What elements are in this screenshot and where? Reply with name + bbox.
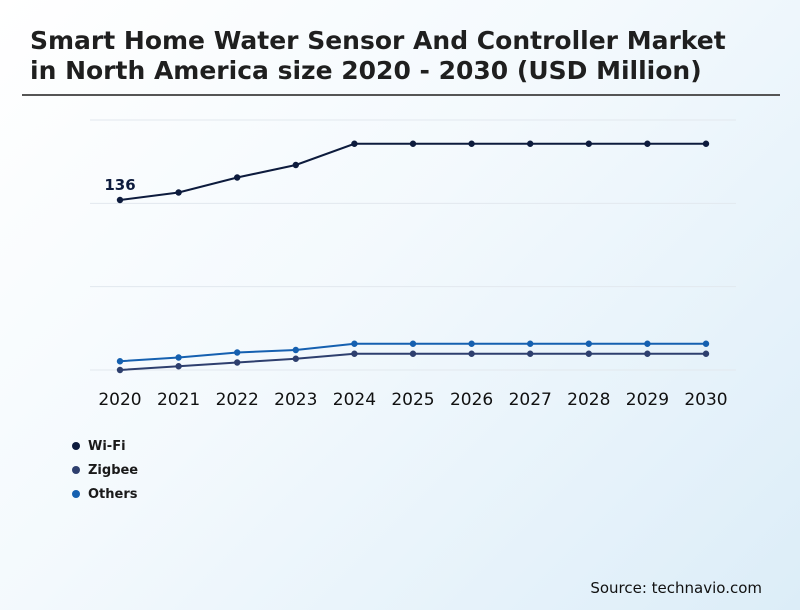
x-tick-label: 2024	[333, 390, 376, 410]
legend-marker-wifi	[72, 442, 80, 450]
data-point-others	[351, 340, 358, 347]
data-point-zigbee	[644, 350, 651, 357]
data-point-others	[116, 358, 124, 365]
x-tick-label: 2027	[509, 390, 552, 410]
data-point-zigbee	[234, 359, 241, 366]
data-point-zigbee	[116, 366, 124, 374]
title-divider	[22, 94, 780, 96]
data-point-wi-fi	[468, 140, 475, 147]
data-point-wi-fi	[585, 140, 592, 147]
legend: Wi-Fi Zigbee Others	[72, 434, 138, 506]
data-points	[116, 140, 710, 374]
x-tick-label: 2020	[98, 390, 141, 410]
legend-item-zigbee[interactable]: Zigbee	[72, 458, 138, 482]
data-point-zigbee	[585, 350, 592, 357]
x-tick-label: 2023	[274, 390, 317, 410]
series-lines	[119, 142, 706, 371]
data-point-wi-fi	[702, 140, 710, 147]
x-tick-label: 2030	[684, 390, 727, 410]
data-point-wi-fi	[644, 140, 651, 147]
data-point-wi-fi	[351, 140, 358, 147]
data-point-wi-fi	[292, 161, 299, 169]
data-point-zigbee	[292, 355, 299, 362]
data-point-others	[702, 340, 710, 347]
legend-item-wifi[interactable]: Wi-Fi	[72, 434, 138, 458]
x-tick-label: 2021	[157, 390, 200, 410]
data-point-others	[468, 340, 475, 347]
data-point-others	[175, 354, 182, 361]
data-point-wi-fi	[116, 196, 124, 204]
data-point-wi-fi	[175, 189, 182, 196]
data-point-others	[409, 340, 417, 347]
data-point-zigbee	[409, 350, 417, 357]
data-point-zigbee	[702, 350, 710, 357]
data-point-wi-fi	[409, 140, 417, 147]
data-point-others	[527, 340, 534, 347]
data-point-zigbee	[175, 363, 182, 370]
data-point-others	[292, 346, 299, 354]
data-point-others	[644, 340, 651, 347]
x-tick-label: 2025	[391, 390, 434, 410]
x-tick-label: 2026	[450, 390, 493, 410]
data-point-others	[585, 340, 592, 347]
x-tick-label: 2028	[567, 390, 610, 410]
gridlines	[90, 119, 736, 371]
x-tick-label: 2029	[626, 390, 669, 410]
x-tick-label: 2022	[216, 390, 259, 410]
legend-marker-others	[72, 490, 80, 498]
data-point-wi-fi	[527, 140, 534, 147]
labels: 2020 2021 2022 2023 2024 2025 2026 2027 2028 2029…	[98, 176, 727, 410]
data-point-wi-fi	[234, 174, 241, 181]
data-point-others	[234, 349, 241, 356]
legend-label-others: Others	[88, 486, 138, 502]
data-label: 136	[104, 176, 135, 194]
data-point-zigbee	[527, 350, 534, 357]
legend-marker-zigbee	[72, 466, 80, 474]
legend-label-wifi: Wi-Fi	[88, 438, 126, 454]
series-line-wi-fi	[119, 142, 706, 201]
legend-label-zigbee: Zigbee	[88, 462, 139, 478]
legend-item-others[interactable]: Others	[72, 482, 138, 506]
source-credit: Source: technavio.com	[590, 579, 762, 597]
chart-title: Smart Home Water Sensor And Controller M…	[30, 26, 726, 85]
data-point-zigbee	[351, 350, 358, 357]
data-point-zigbee	[468, 350, 475, 357]
